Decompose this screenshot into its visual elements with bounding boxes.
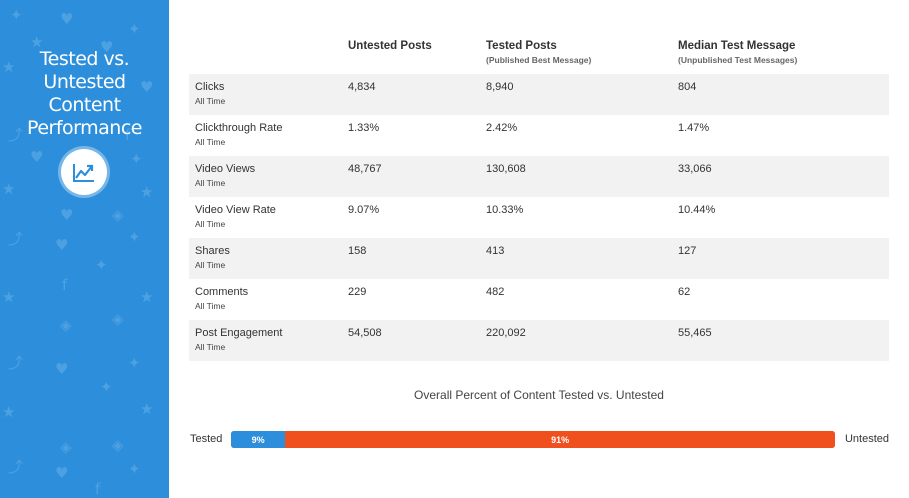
metric-cell: Post Engagement All Time [195, 327, 282, 352]
page-title-line: Performance [27, 117, 142, 139]
value-untested: 4,834 [348, 81, 376, 93]
tested-untested-bar: Tested 9% 91% Untested [189, 431, 889, 448]
column-header-label: Untested Posts [348, 40, 432, 52]
percent-bar-track: 9% 91% [231, 431, 835, 448]
sidebar: ✦ ♥ ✦ ★ ♥ ★ ♥ ⤴ f ♥ ✦ ★ ★ ♥ ◈ ⤴ ✦ ♥ ✦ f ★ ★ ◈ ◈ ⤴ ♥ ✦ ✦ ★ ★ … [0, 0, 169, 498]
metric-label: Shares [195, 245, 230, 257]
value-tested: 413 [486, 245, 505, 257]
table-row-post-engagement: Post Engagement All Time 54,508 220,092 … [189, 320, 889, 361]
column-header-sublabel: (Unpublished Test Messages) [678, 55, 798, 65]
metric-label: Video View Rate [195, 204, 276, 216]
metric-cell: Comments All Time [195, 286, 248, 311]
value-tested: 2.42% [486, 122, 518, 134]
table-row-clickthrough-rate: Clickthrough Rate All Time 1.33% 2.42% 1… [189, 115, 889, 156]
line-chart-icon [73, 164, 94, 182]
value-median: 127 [678, 245, 697, 257]
table-header: Untested Posts Tested Posts (Published B… [189, 0, 889, 74]
summary-title: Overall Percent of Content Tested vs. Un… [414, 388, 664, 402]
value-untested: 54,508 [348, 327, 382, 339]
value-untested: 9.07% [348, 204, 380, 216]
column-header-tested: Tested Posts (Published Best Message) [486, 40, 591, 65]
page-title: Tested vs. Untested Content Performance [0, 48, 169, 140]
metric-period: All Time [195, 96, 226, 106]
column-header-untested: Untested Posts [348, 40, 432, 52]
value-untested: 229 [348, 286, 367, 298]
column-header-label: Tested Posts [486, 40, 557, 52]
chart-badge [61, 149, 107, 195]
metric-period: All Time [195, 260, 226, 270]
table-row-video-view-rate: Video View Rate All Time 9.07% 10.33% 10… [189, 197, 889, 238]
metric-label: Clicks [195, 81, 225, 93]
value-median: 804 [678, 81, 697, 93]
tested-segment: 9% [231, 431, 286, 448]
value-tested: 482 [486, 286, 505, 298]
column-header-sublabel: (Published Best Message) [486, 55, 592, 65]
metric-period: All Time [195, 178, 226, 188]
table-row-clicks: Clicks All Time 4,834 8,940 804 [189, 74, 889, 115]
value-median: 33,066 [678, 163, 712, 175]
value-median: 10.44% [678, 204, 716, 216]
value-median: 55,465 [678, 327, 712, 339]
metric-label: Post Engagement [195, 327, 283, 339]
value-tested: 220,092 [486, 327, 526, 339]
value-tested: 8,940 [486, 81, 514, 93]
metric-cell: Clickthrough Rate All Time [195, 122, 282, 147]
metric-period: All Time [195, 137, 226, 147]
untested-segment: 91% [285, 431, 835, 448]
tested-percent-label: 9% [251, 434, 265, 445]
performance-table: Untested Posts Tested Posts (Published B… [189, 0, 889, 361]
page-title-line: Content [48, 94, 121, 116]
page-title-line: Untested [43, 71, 126, 93]
table-row-comments: Comments All Time 229 482 62 [189, 279, 889, 320]
metric-label: Comments [195, 286, 249, 298]
sidebar-icon-pattern: ✦ ♥ ✦ ★ ♥ ★ ♥ ⤴ f ♥ ✦ ★ ★ ♥ ◈ ⤴ ✦ ♥ ✦ f ★ ★ ◈ ◈ ⤴ ♥ ✦ ✦ ★ ★ … [2, 6, 154, 498]
metric-period: All Time [195, 342, 226, 352]
metric-label: Clickthrough Rate [195, 122, 283, 134]
metric-cell: Clicks All Time [195, 81, 225, 106]
metric-label: Video Views [195, 163, 256, 175]
table-row-shares: Shares All Time 158 413 127 [189, 238, 889, 279]
metric-cell: Video View Rate All Time [195, 204, 276, 229]
metric-cell: Video Views All Time [195, 163, 255, 188]
column-header-label: Median Test Message [678, 40, 796, 52]
metric-period: All Time [195, 219, 226, 229]
untested-label: Untested [844, 433, 889, 445]
value-tested: 10.33% [486, 204, 524, 216]
untested-percent-label: 91% [551, 434, 570, 445]
table-row-video-views: Video Views All Time 48,767 130,608 33,0… [189, 156, 889, 197]
value-median: 1.47% [678, 122, 710, 134]
value-untested: 158 [348, 245, 367, 257]
value-untested: 48,767 [348, 163, 382, 175]
page-title-line: Tested vs. [39, 48, 130, 70]
value-median: 62 [678, 286, 691, 298]
metric-period: All Time [195, 301, 226, 311]
column-header-median: Median Test Message (Unpublished Test Me… [678, 40, 797, 65]
metric-cell: Shares All Time [195, 245, 230, 270]
value-tested: 130,608 [486, 163, 526, 175]
tested-label: Tested [190, 433, 223, 445]
value-untested: 1.33% [348, 122, 380, 134]
